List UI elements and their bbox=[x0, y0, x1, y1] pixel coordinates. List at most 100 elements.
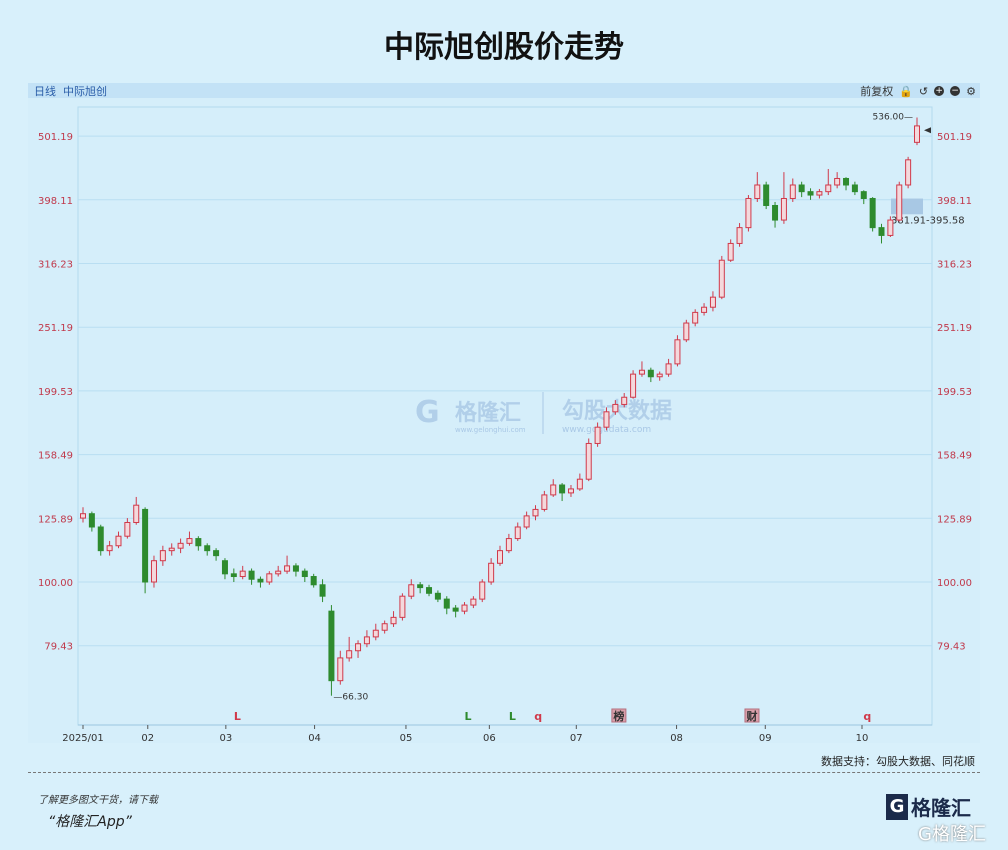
candle-body bbox=[754, 184, 761, 199]
event-marker: L bbox=[234, 710, 241, 723]
y-tick-label-right: 316.23 bbox=[937, 259, 972, 270]
x-tick-label: 07 bbox=[570, 733, 583, 744]
candle-body bbox=[470, 598, 477, 606]
stock-name: 中际旭创 bbox=[63, 85, 107, 98]
x-tick-label: 06 bbox=[483, 733, 496, 744]
candle-body bbox=[798, 184, 805, 193]
watermark-logo-icon: G bbox=[415, 395, 440, 430]
candle-body bbox=[177, 542, 184, 549]
candle-body bbox=[319, 584, 326, 597]
page-title: 中际旭创股价走势 bbox=[384, 30, 624, 65]
candle-body bbox=[550, 484, 557, 496]
lock-icon[interactable]: 🔒 bbox=[899, 84, 913, 98]
undo-icon[interactable]: ↺ bbox=[918, 84, 929, 98]
x-tick-label: 05 bbox=[400, 733, 413, 744]
chart-header: 日线 中际旭创 前复权 🔒 ↺ + − ⚙ bbox=[28, 83, 980, 98]
y-tick-label-left: 251.19 bbox=[38, 323, 73, 334]
data-source: 数据支持：勾股大数据、同花顺 bbox=[821, 755, 975, 768]
candle-body bbox=[292, 565, 299, 572]
event-badge-box bbox=[611, 708, 627, 723]
candle-body bbox=[372, 629, 379, 638]
candle-body bbox=[638, 369, 645, 375]
zoom-in-icon[interactable]: + bbox=[934, 86, 945, 96]
adjust-button[interactable]: 前复权 bbox=[860, 85, 894, 98]
candle-body bbox=[523, 515, 530, 528]
candle-body bbox=[789, 184, 796, 199]
candle-body bbox=[825, 184, 832, 193]
gelonghui-logo: G 格隆汇 bbox=[886, 792, 971, 821]
candle-body bbox=[816, 191, 823, 196]
x-tick-label: 10 bbox=[856, 733, 869, 744]
candle-body bbox=[514, 526, 521, 540]
y-tick-label-right: 398.11 bbox=[937, 196, 972, 207]
candle-body bbox=[488, 562, 495, 583]
candle-body bbox=[851, 184, 858, 193]
candle-body bbox=[603, 411, 610, 428]
watermark-brand-url: www.gelonghui.com bbox=[455, 426, 526, 434]
candle-body bbox=[683, 322, 690, 341]
divider bbox=[28, 772, 980, 773]
candle-body bbox=[718, 259, 725, 298]
candle-body bbox=[443, 598, 450, 609]
app-name: “格隆汇App” bbox=[48, 814, 132, 830]
candle-body bbox=[266, 573, 273, 583]
promo-text: 了解更多图文干货，请下载 bbox=[38, 795, 158, 806]
event-marker: q bbox=[863, 710, 871, 723]
y-tick-label-right: 199.53 bbox=[937, 387, 972, 398]
zoom-out-icon[interactable]: − bbox=[950, 86, 961, 96]
gelonghui-watermark-logo: G格隆汇 bbox=[918, 824, 986, 845]
candle-body bbox=[505, 538, 512, 552]
event-marker: L bbox=[465, 710, 472, 723]
event-marker: 财 bbox=[745, 709, 757, 723]
candle-body bbox=[248, 570, 255, 580]
candle-body bbox=[772, 204, 779, 221]
candle-body bbox=[763, 184, 770, 206]
candle-body bbox=[337, 657, 344, 682]
candle-body bbox=[914, 125, 920, 143]
candle-body bbox=[284, 565, 291, 572]
candle-body bbox=[452, 607, 459, 612]
y-tick-label-right: 100.00 bbox=[937, 578, 972, 589]
x-tick-label: 2025/01 bbox=[62, 733, 104, 744]
max-price-label: 536.00— bbox=[873, 113, 914, 123]
candle-body bbox=[399, 595, 406, 618]
y-tick-label-left: 398.11 bbox=[38, 196, 73, 207]
event-marker: 榜 bbox=[613, 709, 624, 723]
candle-body bbox=[159, 550, 166, 562]
period-label[interactable]: 日线 bbox=[34, 85, 56, 98]
candle-body bbox=[426, 587, 433, 594]
candle-body bbox=[727, 242, 734, 261]
candle-body bbox=[709, 296, 716, 308]
settings-icon[interactable]: ⚙ bbox=[966, 84, 976, 98]
price-range-label: 381.91-395.58 bbox=[891, 215, 965, 226]
candle-body bbox=[576, 478, 583, 490]
candle-body bbox=[239, 570, 246, 578]
candle-body bbox=[363, 636, 370, 645]
y-tick-label-right: 79.43 bbox=[937, 642, 966, 653]
x-tick-label: 02 bbox=[141, 733, 154, 744]
candle-body bbox=[559, 484, 566, 494]
y-tick-label-left: 158.49 bbox=[38, 451, 73, 462]
candle-body bbox=[88, 513, 95, 528]
candle-body bbox=[142, 508, 149, 583]
candle-body bbox=[665, 363, 672, 375]
y-tick-label-left: 316.23 bbox=[38, 259, 73, 270]
candle-body bbox=[745, 197, 752, 229]
candle-body bbox=[417, 584, 424, 589]
candle-body bbox=[204, 545, 211, 552]
candle-body bbox=[701, 306, 708, 313]
candle-body bbox=[124, 521, 131, 537]
candle-body bbox=[567, 488, 574, 494]
candle-body bbox=[80, 513, 86, 519]
candle-body bbox=[390, 616, 397, 625]
candle-body bbox=[541, 494, 548, 510]
candle-body bbox=[887, 219, 894, 236]
candle-body bbox=[860, 191, 867, 199]
candle-body bbox=[106, 545, 113, 552]
candle-body bbox=[115, 535, 122, 547]
candle-body bbox=[647, 369, 654, 378]
x-tick-label: 03 bbox=[219, 733, 232, 744]
candle-body bbox=[896, 184, 903, 221]
current-price-marker bbox=[924, 127, 931, 134]
candle-body bbox=[834, 177, 841, 186]
